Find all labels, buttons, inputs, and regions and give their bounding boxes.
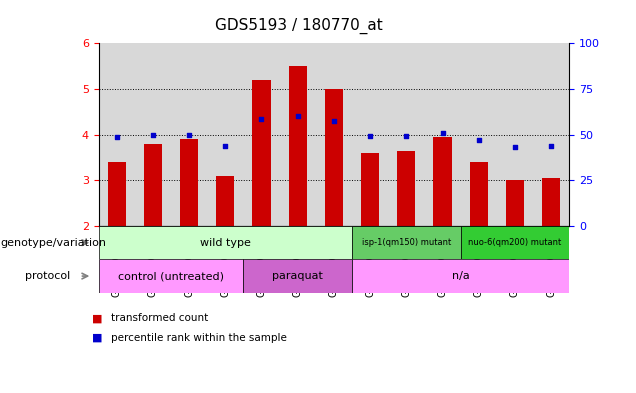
Text: transformed count: transformed count: [111, 313, 209, 323]
Bar: [434, 137, 452, 226]
Bar: [244, 259, 352, 293]
Bar: [135, 43, 171, 226]
Text: paraquat: paraquat: [272, 271, 323, 281]
Point: [510, 144, 520, 150]
Text: GDS5193 / 180770_at: GDS5193 / 180770_at: [215, 18, 383, 34]
Bar: [280, 43, 316, 226]
Bar: [289, 66, 307, 226]
Bar: [398, 151, 415, 226]
Point: [401, 132, 411, 139]
Bar: [460, 43, 497, 226]
Bar: [99, 259, 244, 293]
Bar: [99, 43, 135, 226]
Bar: [542, 178, 560, 226]
Point: [329, 118, 339, 124]
Point: [148, 131, 158, 138]
Bar: [352, 226, 460, 259]
Bar: [99, 226, 352, 259]
Bar: [497, 43, 533, 226]
Bar: [352, 259, 569, 293]
Bar: [424, 43, 460, 226]
Text: wild type: wild type: [200, 238, 251, 248]
Point: [546, 143, 556, 149]
Point: [256, 116, 266, 122]
Bar: [533, 43, 569, 226]
Bar: [316, 43, 352, 226]
Text: ■: ■: [92, 313, 103, 323]
Point: [293, 113, 303, 119]
Text: n/a: n/a: [452, 271, 469, 281]
Text: control (untreated): control (untreated): [118, 271, 224, 281]
Text: isp-1(qm150) mutant: isp-1(qm150) mutant: [362, 238, 451, 247]
Point: [438, 130, 448, 136]
Point: [111, 134, 121, 140]
Bar: [180, 139, 198, 226]
Bar: [216, 176, 234, 226]
Bar: [460, 226, 569, 259]
Text: percentile rank within the sample: percentile rank within the sample: [111, 333, 287, 343]
Bar: [361, 153, 379, 226]
Point: [365, 133, 375, 139]
Bar: [388, 43, 424, 226]
Text: genotype/variation: genotype/variation: [0, 238, 106, 248]
Bar: [171, 43, 207, 226]
Bar: [325, 89, 343, 226]
Bar: [207, 43, 244, 226]
Bar: [252, 80, 270, 226]
Bar: [506, 180, 524, 226]
Point: [474, 137, 484, 143]
Text: nuo-6(qm200) mutant: nuo-6(qm200) mutant: [468, 238, 562, 247]
Point: [220, 143, 230, 149]
Bar: [469, 162, 488, 226]
Point: [184, 131, 194, 138]
Bar: [244, 43, 280, 226]
Text: ■: ■: [92, 333, 103, 343]
Text: protocol: protocol: [25, 271, 71, 281]
Bar: [107, 162, 126, 226]
Bar: [352, 43, 388, 226]
Bar: [144, 144, 162, 226]
